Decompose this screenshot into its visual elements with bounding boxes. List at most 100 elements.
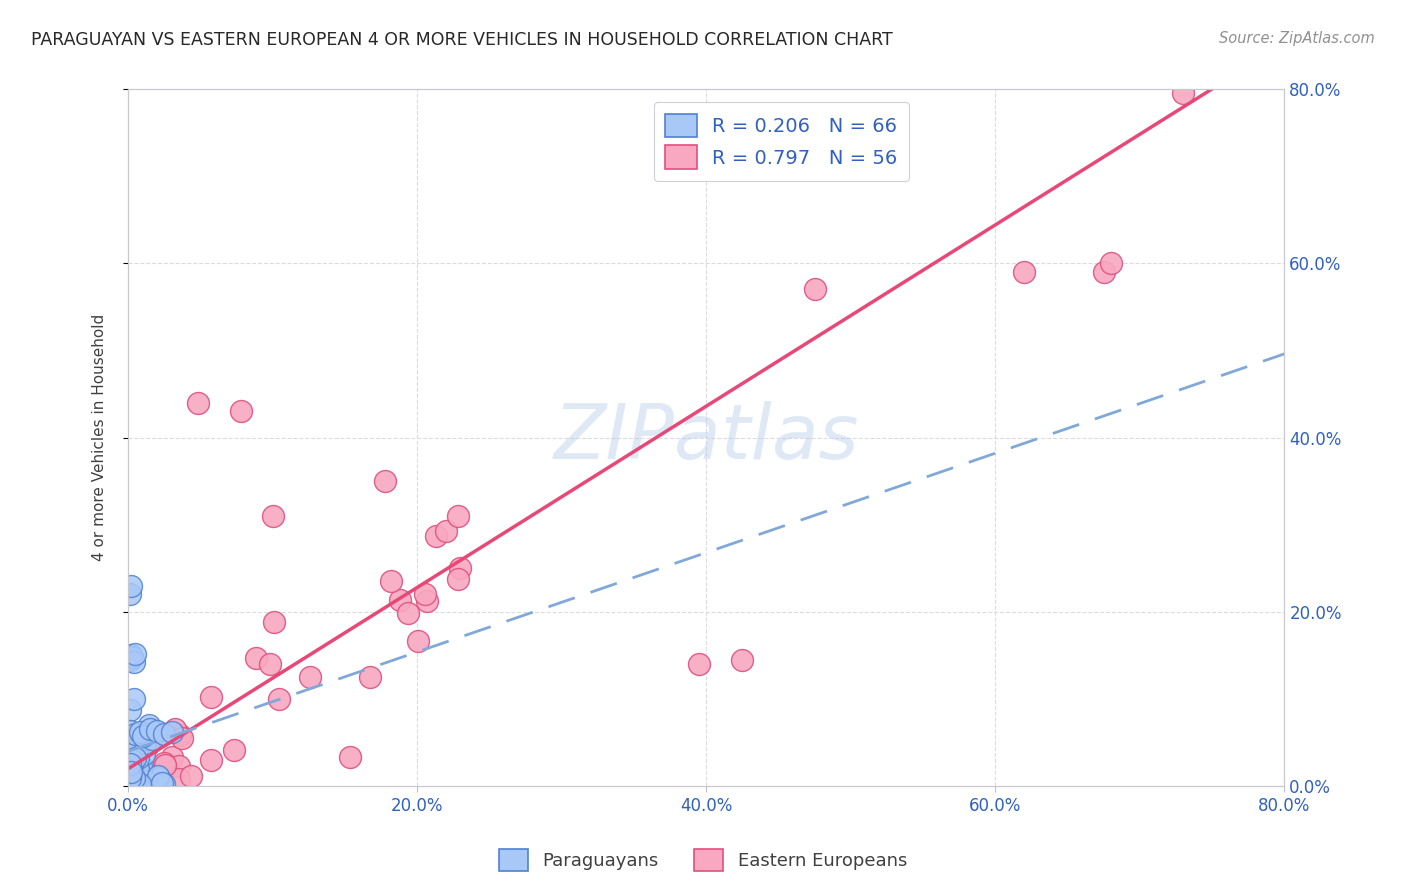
- Point: [1092, 265, 1115, 279]
- Point: [122, 771, 145, 785]
- Point: [122, 655, 145, 669]
- Point: [118, 747, 141, 761]
- Point: [120, 648, 142, 663]
- Point: [139, 723, 162, 737]
- Point: [121, 772, 143, 787]
- Point: [127, 762, 149, 776]
- Point: [120, 765, 142, 780]
- Point: [129, 759, 152, 773]
- Point: [118, 747, 141, 761]
- Legend: R = 0.206   N = 66, R = 0.797   N = 56: R = 0.206 N = 66, R = 0.797 N = 56: [654, 102, 910, 181]
- Text: Source: ZipAtlas.com: Source: ZipAtlas.com: [1219, 31, 1375, 46]
- Point: [134, 736, 156, 750]
- Point: [339, 749, 361, 764]
- Point: [263, 615, 285, 629]
- Point: [262, 508, 284, 523]
- Point: [118, 703, 141, 717]
- Point: [122, 770, 145, 784]
- Point: [122, 756, 145, 770]
- Point: [380, 574, 402, 588]
- Point: [127, 742, 149, 756]
- Point: [125, 762, 148, 776]
- Point: [688, 657, 710, 672]
- Point: [731, 653, 754, 667]
- Point: [124, 777, 146, 791]
- Point: [167, 759, 190, 773]
- Point: [153, 758, 176, 772]
- Point: [153, 756, 176, 770]
- Point: [179, 768, 201, 782]
- Point: [425, 529, 447, 543]
- Point: [163, 722, 186, 736]
- Point: [138, 739, 160, 753]
- Point: [146, 724, 169, 739]
- Point: [141, 731, 163, 746]
- Point: [224, 743, 246, 757]
- Point: [160, 725, 183, 739]
- Point: [1173, 87, 1195, 101]
- Point: [125, 740, 148, 755]
- Point: [138, 718, 160, 732]
- Point: [152, 777, 174, 791]
- Text: PARAGUAYAN VS EASTERN EUROPEAN 4 OR MORE VEHICLES IN HOUSEHOLD CORRELATION CHART: PARAGUAYAN VS EASTERN EUROPEAN 4 OR MORE…: [31, 31, 893, 49]
- Point: [129, 740, 152, 755]
- Point: [124, 738, 146, 752]
- Point: [160, 749, 183, 764]
- Point: [120, 774, 142, 789]
- Point: [128, 777, 150, 791]
- Point: [124, 750, 146, 764]
- Y-axis label: 4 or more Vehicles in Household: 4 or more Vehicles in Household: [93, 314, 107, 561]
- Point: [132, 747, 155, 761]
- Point: [200, 690, 222, 705]
- Point: [118, 757, 141, 772]
- Point: [135, 774, 157, 789]
- Point: [406, 634, 429, 648]
- Point: [186, 395, 208, 409]
- Point: [131, 763, 153, 777]
- Point: [374, 474, 396, 488]
- Point: [1099, 256, 1122, 270]
- Point: [449, 560, 471, 574]
- Point: [121, 757, 143, 772]
- Point: [118, 752, 141, 766]
- Point: [803, 282, 825, 296]
- Point: [389, 592, 412, 607]
- Point: [172, 731, 194, 745]
- Point: [128, 725, 150, 739]
- Point: [118, 771, 141, 785]
- Point: [120, 579, 142, 593]
- Point: [127, 750, 149, 764]
- Point: [298, 670, 321, 684]
- Point: [200, 753, 222, 767]
- Point: [121, 777, 143, 791]
- Point: [229, 404, 252, 418]
- Point: [118, 723, 141, 738]
- Legend: Paraguayans, Eastern Europeans: Paraguayans, Eastern Europeans: [492, 842, 914, 879]
- Point: [121, 650, 143, 665]
- Point: [169, 772, 191, 786]
- Point: [124, 692, 146, 706]
- Point: [118, 653, 141, 667]
- Point: [121, 744, 143, 758]
- Point: [134, 774, 156, 789]
- Point: [131, 729, 153, 743]
- Point: [124, 647, 146, 661]
- Point: [120, 768, 142, 782]
- Point: [413, 587, 436, 601]
- Point: [118, 771, 141, 785]
- Point: [118, 587, 141, 601]
- Point: [1012, 265, 1035, 279]
- Point: [135, 774, 157, 789]
- Point: [121, 772, 143, 786]
- Point: [148, 771, 170, 785]
- Point: [359, 670, 381, 684]
- Point: [127, 730, 149, 744]
- Point: [447, 572, 470, 586]
- Point: [148, 769, 170, 783]
- Point: [259, 657, 281, 671]
- Point: [169, 728, 191, 742]
- Point: [150, 776, 173, 790]
- Point: [118, 774, 141, 789]
- Point: [245, 651, 267, 665]
- Point: [124, 727, 146, 741]
